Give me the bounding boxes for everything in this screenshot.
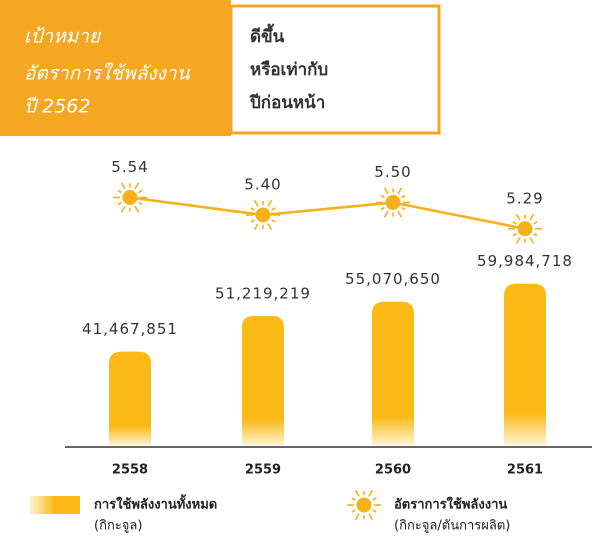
target-line: ปี 2562 bbox=[24, 96, 90, 118]
sun-marker bbox=[376, 187, 410, 218]
legend-label: การใช้พลังงานทั้งหมด bbox=[94, 494, 217, 513]
sun-ray bbox=[120, 205, 126, 213]
bar bbox=[372, 301, 414, 445]
sun-core bbox=[356, 497, 372, 513]
legend-unit: (กิกะจูล/ตันการผลิต) bbox=[394, 519, 510, 534]
sun-ray bbox=[383, 210, 389, 218]
rate-line bbox=[129, 196, 526, 230]
sun-ray bbox=[401, 194, 406, 199]
bar-value-label: 55,070,650 bbox=[345, 270, 441, 288]
rate-value-label: 5.54 bbox=[111, 158, 148, 176]
bar bbox=[109, 351, 151, 445]
rate-value-label: 5.40 bbox=[244, 176, 281, 194]
sun-ray bbox=[267, 223, 273, 231]
sun-ray bbox=[117, 189, 122, 194]
sun-ray bbox=[372, 497, 377, 501]
goal-line: ปีก่อนหน้า bbox=[249, 92, 325, 113]
sun-ray bbox=[372, 509, 377, 513]
bar bbox=[242, 315, 284, 445]
sun-ray bbox=[397, 210, 403, 218]
bar-value-label: 59,984,718 bbox=[477, 252, 573, 270]
bar bbox=[504, 283, 546, 445]
sun-ray bbox=[250, 219, 255, 223]
x-tick-label: 2559 bbox=[245, 463, 281, 478]
sun-ray bbox=[401, 206, 406, 211]
x-tick-label: 2560 bbox=[375, 463, 411, 478]
x-tick-label: 2561 bbox=[507, 463, 543, 478]
sun-ray bbox=[253, 223, 259, 231]
goal-box bbox=[229, 4, 441, 135]
sun-ray bbox=[368, 489, 374, 497]
target-line: อัตราการใช้พลังงาน bbox=[24, 62, 191, 85]
sun-ray bbox=[134, 205, 140, 213]
rate-value-label: 5.29 bbox=[506, 189, 543, 207]
sun-ray bbox=[354, 489, 360, 497]
bar-value-label: 51,219,219 bbox=[215, 284, 311, 302]
sun-ray bbox=[250, 207, 255, 211]
legend-swatch bbox=[30, 496, 80, 514]
sun-ray bbox=[529, 237, 535, 244]
sun-core bbox=[517, 221, 533, 237]
sun-core bbox=[255, 207, 271, 223]
sun-marker bbox=[113, 182, 147, 213]
sun-ray bbox=[117, 201, 122, 206]
sun-marker bbox=[246, 199, 280, 231]
x-tick-label: 2558 bbox=[112, 463, 148, 478]
sun-core bbox=[385, 195, 401, 210]
sun-ray bbox=[354, 513, 360, 521]
sun-ray bbox=[351, 497, 356, 501]
legend-unit: (กิกะจูล) bbox=[94, 519, 142, 534]
goal-line: ดีขึ้น bbox=[250, 23, 285, 47]
sun-ray bbox=[515, 213, 521, 221]
sun-core bbox=[122, 190, 138, 205]
sun-ray bbox=[533, 221, 538, 225]
sun-ray bbox=[271, 207, 276, 211]
sun-ray bbox=[529, 213, 535, 221]
sun-ray bbox=[134, 182, 140, 190]
sun-ray bbox=[267, 199, 273, 207]
sun-ray bbox=[138, 201, 143, 206]
sun-ray bbox=[351, 509, 356, 513]
sun-ray bbox=[515, 237, 521, 244]
sun-ray bbox=[397, 187, 403, 195]
sun-ray bbox=[512, 233, 517, 237]
sun-ray bbox=[533, 233, 538, 237]
sun-ray bbox=[380, 194, 385, 199]
bar-value-label: 41,467,851 bbox=[82, 320, 178, 338]
target-box bbox=[0, 0, 231, 136]
target-line: เป้าหมาย bbox=[24, 26, 102, 48]
sun-ray bbox=[368, 513, 374, 521]
rate-value-label: 5.50 bbox=[374, 163, 411, 181]
sun-ray bbox=[271, 219, 276, 223]
legend-label: อัตราการใช้พลังงาน bbox=[394, 496, 507, 513]
legend-sun bbox=[347, 489, 381, 521]
sun-ray bbox=[512, 221, 517, 225]
sun-marker bbox=[508, 213, 542, 244]
sun-ray bbox=[253, 199, 259, 207]
goal-line: หรือเท่ากับ bbox=[250, 59, 328, 80]
sun-ray bbox=[383, 187, 389, 195]
sun-ray bbox=[120, 182, 126, 190]
sun-ray bbox=[138, 189, 143, 194]
sun-ray bbox=[380, 206, 385, 211]
